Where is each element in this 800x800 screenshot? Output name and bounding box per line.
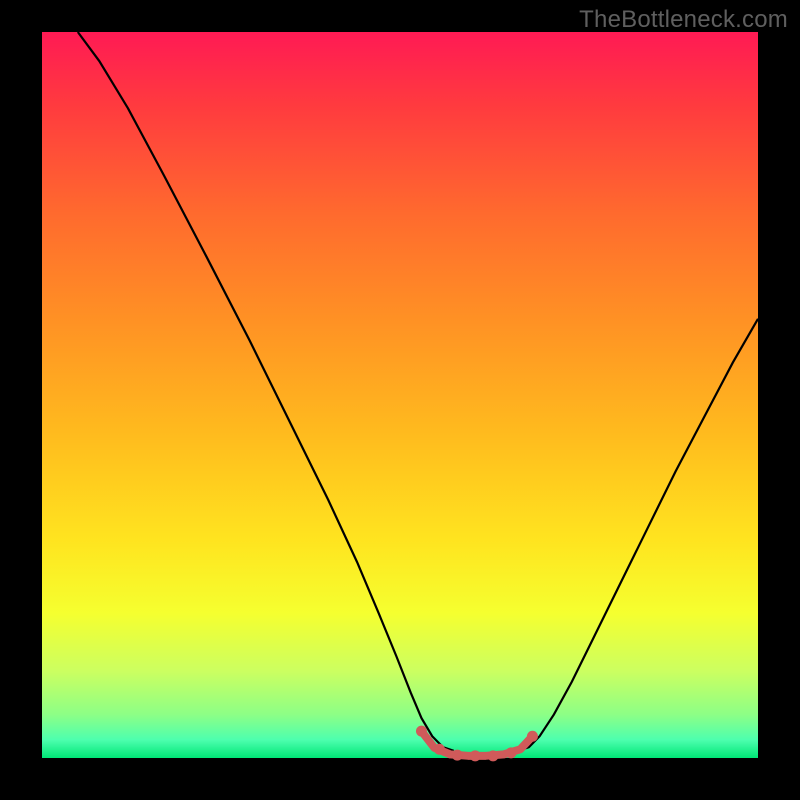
left-curve (78, 32, 454, 751)
watermark-text: TheBottleneck.com (579, 6, 788, 34)
right-curve (518, 319, 758, 751)
chart-frame: TheBottleneck.com (0, 0, 800, 800)
plot-area (42, 32, 758, 758)
valley-dot (488, 750, 499, 761)
valley-dot (470, 750, 481, 761)
valley-dot (527, 731, 538, 742)
curve-layer (42, 32, 758, 758)
valley-dot (434, 744, 445, 755)
valley-dot (416, 726, 427, 737)
valley-dot (505, 747, 516, 758)
valley-dot (452, 750, 463, 761)
